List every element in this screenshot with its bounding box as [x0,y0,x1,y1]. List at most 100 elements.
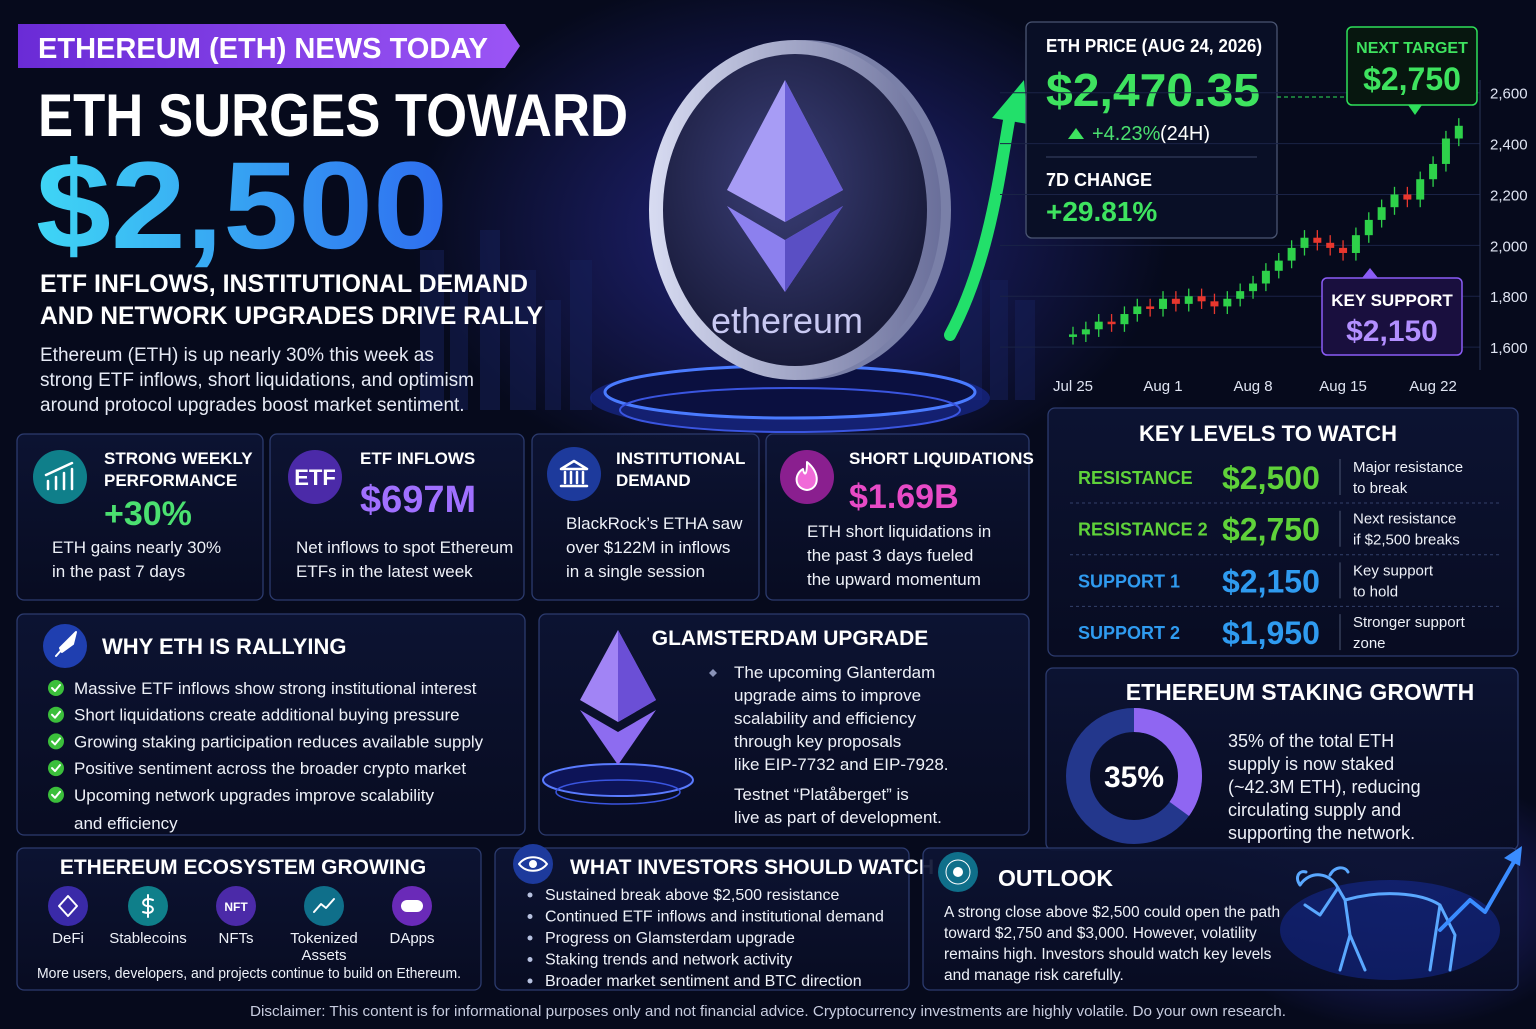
level-note: zone [1353,635,1386,652]
check [48,786,64,803]
card-text: ETFs in the latest week [296,562,473,581]
card-text: in a single session [566,562,705,581]
card-text: the past 3 days fueled [807,546,973,565]
icon-glyph [401,900,423,912]
candle-body [1081,329,1090,335]
price-label: ETH PRICE (AUG 24, 2026) [1046,36,1262,56]
staking-text: supply is now staked [1228,754,1394,774]
ecosystem-label: Assets [301,947,346,964]
headline: ETH SURGES TOWARD [38,82,628,149]
list-item: Short liquidations create additional buy… [74,706,460,725]
icon-glyph [795,461,818,491]
panel-title: ETHEREUM ECOSYSTEM GROWING [60,856,426,879]
ecosystem-label: Tokenized [290,930,358,947]
bullet [527,935,533,941]
footer-text: More users, developers, and projects con… [37,966,461,982]
outlook-text: toward $2,750 and $3,000. However, volat… [944,925,1257,942]
skyline [545,300,561,410]
list-item: Staking trends and network activity [545,952,792,969]
panel-title: GLAMSTERDAM UPGRADE [652,627,929,650]
price-box [1025,21,1278,239]
check [48,760,64,777]
candle-body [1454,125,1463,139]
bull-arrow-head [1504,846,1522,866]
bullet [527,978,533,984]
card-text: Net inflows to spot Ethereum [296,538,513,557]
card-text: ETH gains nearly 30% [52,538,221,557]
card-value: $1.69B [849,478,959,516]
candle-body [1261,270,1270,284]
card-title: STRONG WEEKLY [104,449,253,468]
level-name: RESISTANCE [1078,468,1193,488]
icon-glyph [518,856,548,872]
annotation-label: NEXT TARGET [1356,40,1468,57]
list-item: Massive ETF inflows show strong institut… [74,679,477,698]
icon-glyph [953,867,963,877]
price-period: (24H) [1160,123,1210,145]
icon [547,447,601,501]
level-note: Key support [1353,562,1434,579]
level-price: $2,150 [1222,563,1320,599]
card-value: +30% [104,495,192,533]
paragraph-line: scalability and efficiency [734,709,917,728]
check-mark [51,764,61,773]
y-tick-label: 1,800 [1490,289,1528,306]
candle-body [1364,219,1373,236]
panel [1047,407,1519,657]
level-name: RESISTANCE 2 [1078,520,1208,540]
change-7d: +29.81% [1046,196,1157,227]
card-text: the upward momentum [807,570,981,589]
list-item: Positive sentiment across the broader cr… [74,759,466,778]
card-title: INSTITUTIONAL [616,449,745,468]
check-mark [51,737,61,746]
paragraph-line: The upcoming Glanterdam [734,663,935,682]
price-change: +4.23% [1092,123,1161,145]
card-value: $697M [360,479,476,521]
trend-arrow [944,109,1016,341]
icon [33,450,87,504]
staking-text: (~42.3M ETH), reducing [1228,777,1421,797]
candle-body [1197,296,1206,302]
x-tick-label: Aug 15 [1319,378,1367,395]
icon-text: ETF [294,465,336,490]
panel-title: WHY ETH IS RALLYING [102,634,346,659]
outlook-text: and manage risk carefully. [944,967,1124,984]
ecosystem-label: NFTs [219,930,254,947]
candle-body [1377,207,1386,220]
y-tick-label: 2,600 [1490,86,1528,103]
support-box [1321,277,1463,356]
eth-logo [580,710,656,765]
annotation-label: KEY SUPPORT [1331,291,1453,310]
panel [16,613,526,836]
intro-text: strong ETF inflows, short liquidations, … [40,370,474,391]
card-text: ETH short liquidations in [807,522,991,541]
staking-text: 35% of the total ETH [1228,731,1394,751]
card-text: over $122M in inflows [566,538,730,557]
check [48,680,64,696]
ecosystem-label: Stablecoins [109,930,187,947]
card-title: ETF INFLOWS [360,449,475,468]
x-tick-label: Aug 8 [1233,378,1272,395]
intro-text: Ethereum (ETH) is up nearly 30% this wee… [40,345,434,366]
icon-glyph [58,895,78,917]
skyline [450,290,468,410]
x-tick-label: Aug 1 [1143,378,1182,395]
ecosystem-label: DeFi [52,930,84,947]
candle-body [1351,235,1360,253]
donut-slice [1133,708,1202,816]
coin-label: ethereum [711,300,863,341]
list-item: Sustained break above $2,500 resistance [545,887,840,904]
candle-body [1210,301,1219,307]
candle-body [1326,242,1335,248]
candle-body [1416,179,1425,200]
candle-body [1069,334,1077,337]
check [48,706,64,723]
candle-body [1120,314,1129,325]
candle-body [1146,306,1155,309]
price: $2,470.35 [1046,64,1260,116]
skyline [1015,300,1035,400]
check-mark [51,684,61,692]
paragraph-line: through key proposals [734,732,901,751]
